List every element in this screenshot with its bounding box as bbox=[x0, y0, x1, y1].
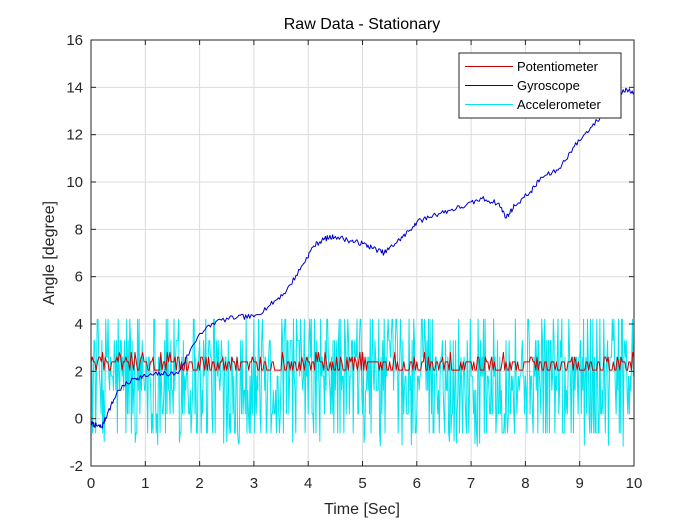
chart-title: Raw Data - Stationary bbox=[284, 16, 441, 33]
x-axis-label: Time [Sec] bbox=[324, 501, 400, 518]
x-tick-label: 8 bbox=[521, 475, 529, 492]
series-line-accelerometer bbox=[91, 318, 634, 447]
series-line-potentiometer bbox=[91, 351, 634, 371]
x-tick-label: 6 bbox=[413, 475, 421, 492]
y-tick-label: -2 bbox=[70, 458, 83, 475]
x-tick-label: 1 bbox=[141, 475, 149, 492]
x-tick-label: 9 bbox=[576, 475, 584, 492]
x-tick-label: 3 bbox=[250, 475, 258, 492]
y-tick-label: 0 bbox=[75, 411, 83, 428]
x-tick-label: 10 bbox=[626, 475, 643, 492]
x-tick-label: 7 bbox=[467, 475, 475, 492]
y-tick-label: 12 bbox=[66, 127, 83, 144]
y-tick-label: 4 bbox=[75, 316, 83, 333]
series-line-gyroscope bbox=[91, 87, 634, 429]
x-tick-label: 2 bbox=[195, 475, 203, 492]
legend: Potentiometer Gyroscope Accelerometer bbox=[458, 52, 622, 119]
y-tick-label: 16 bbox=[66, 32, 83, 49]
legend-label: Gyroscope bbox=[517, 78, 580, 93]
y-tick-label: 2 bbox=[75, 363, 83, 380]
y-tick-label: 8 bbox=[75, 221, 83, 238]
legend-label: Potentiometer bbox=[517, 59, 599, 74]
series-group bbox=[91, 87, 634, 447]
legend-label: Accelerometer bbox=[517, 97, 601, 112]
x-tick-label: 0 bbox=[87, 475, 95, 492]
x-tick-label: 4 bbox=[304, 475, 312, 492]
y-tick-label: 6 bbox=[75, 269, 83, 286]
x-tick-label: 5 bbox=[358, 475, 366, 492]
y-axis-label: Angle [degree] bbox=[41, 201, 58, 305]
y-tick-label: 14 bbox=[66, 79, 83, 96]
y-tick-label: 10 bbox=[66, 174, 83, 191]
